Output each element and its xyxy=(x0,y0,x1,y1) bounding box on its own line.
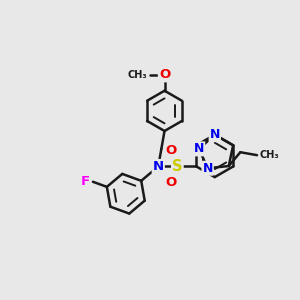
Text: N: N xyxy=(153,160,164,173)
Text: CH₃: CH₃ xyxy=(127,70,147,80)
Text: F: F xyxy=(81,175,90,188)
Text: O: O xyxy=(159,68,170,81)
Text: CH₃: CH₃ xyxy=(260,150,280,160)
Text: N: N xyxy=(210,128,220,141)
Text: O: O xyxy=(165,144,176,157)
Text: N: N xyxy=(194,142,204,155)
Text: O: O xyxy=(165,176,176,189)
Text: N: N xyxy=(202,162,213,175)
Text: S: S xyxy=(172,159,183,174)
